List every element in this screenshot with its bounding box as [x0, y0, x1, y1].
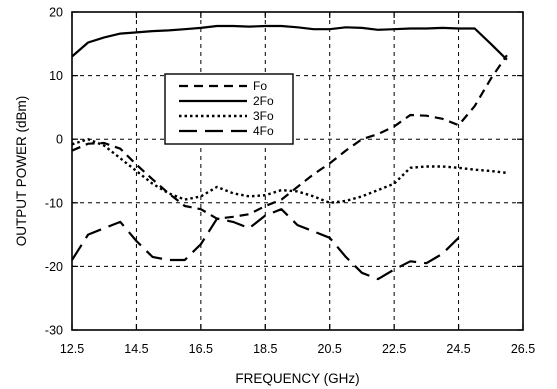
legend-label: 2Fo [253, 94, 274, 108]
x-tick-label: 26.5 [511, 342, 535, 356]
y-tick-label: -10 [45, 196, 63, 210]
series-line-2fo [71, 24, 508, 61]
y-tick-label: 0 [56, 133, 63, 147]
y-tick-label: 20 [49, 6, 63, 20]
legend-label: Fo [253, 79, 267, 93]
x-tick-label: 22.5 [382, 342, 406, 356]
legend-box [164, 73, 294, 145]
plot-area-frame [71, 11, 524, 331]
x-tick-label: 16.5 [189, 342, 213, 356]
x-tick-label: 12.5 [60, 342, 84, 356]
y-tick-label: -20 [45, 260, 63, 274]
legend-label: 3Fo [253, 109, 274, 123]
x-tick-label: 18.5 [253, 342, 277, 356]
y-tick-label: -30 [45, 324, 63, 338]
y-axis-label: OUTPUT POWER (dBm) [14, 96, 29, 247]
x-axis-label: FREQUENCY (GHz) [235, 371, 359, 386]
x-tick-label: 14.5 [124, 342, 148, 356]
series-line-3fo [71, 137, 508, 205]
grid [72, 12, 523, 330]
series-line-4fo [71, 208, 460, 281]
legend-label: 4Fo [253, 124, 274, 138]
axis-ticks: 12.5 14.5 16.5 18.5 20.5 22.5 24.5 26.5 20 10 0 -10… [45, 6, 535, 357]
series-lines [71, 24, 508, 281]
x-tick-label: 24.5 [446, 342, 470, 356]
y-tick-label: 10 [49, 69, 63, 83]
x-tick-label: 20.5 [318, 342, 342, 356]
